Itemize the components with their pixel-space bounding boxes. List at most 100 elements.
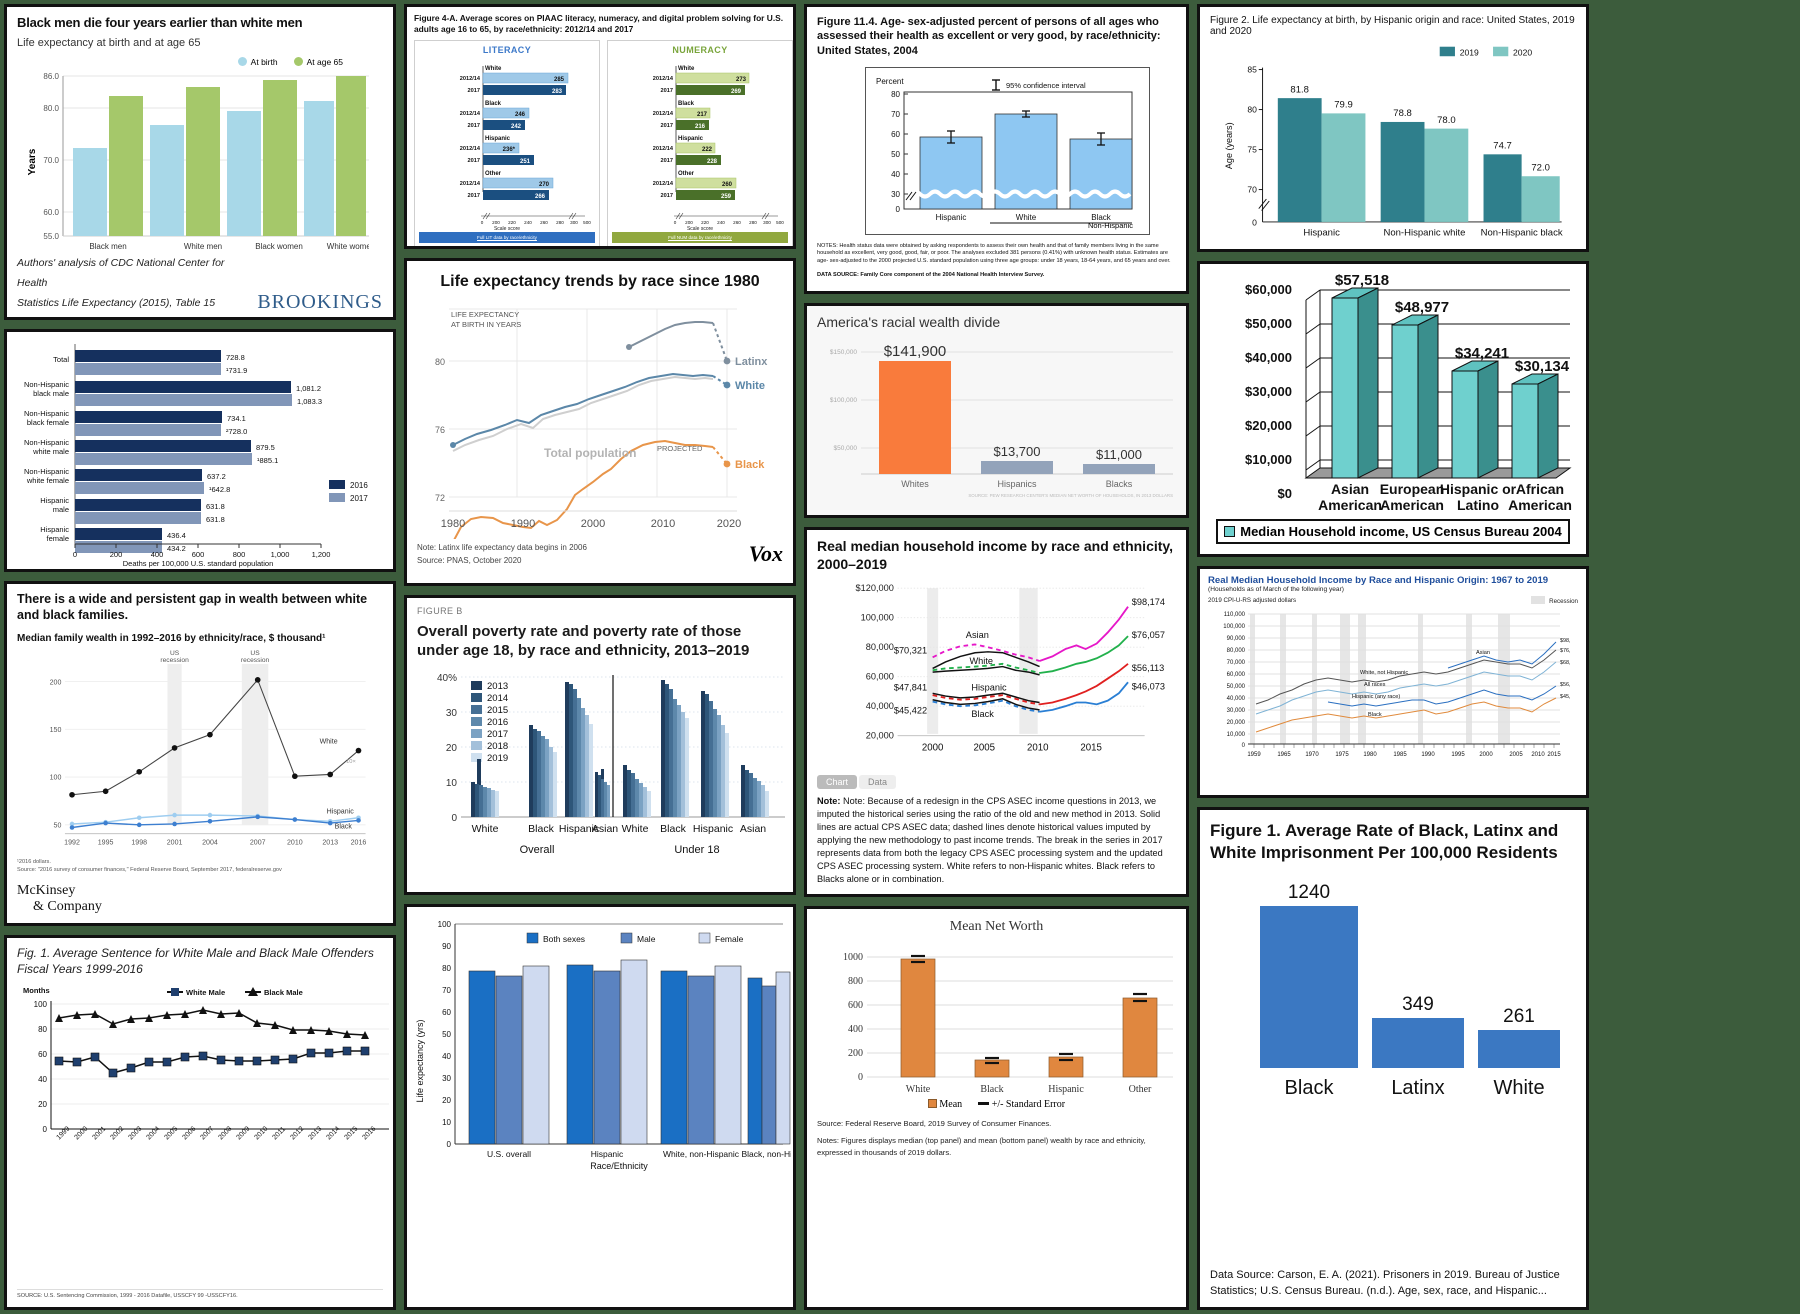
panel-imprisonment-rate: Figure 1. Average Rate of Black, Latinx …	[1197, 807, 1589, 1310]
svg-text:2012/14: 2012/14	[653, 111, 674, 117]
epi-kicker: FIGURE B	[417, 606, 463, 616]
svg-text:349: 349	[1402, 994, 1434, 1015]
svg-text:1,000: 1,000	[271, 550, 290, 559]
svg-text:0: 0	[43, 1125, 48, 1134]
svg-text:2018: 2018	[487, 741, 508, 752]
svg-text:$56,113: $56,113	[1560, 682, 1570, 688]
svg-text:80.0: 80.0	[43, 104, 59, 113]
svg-text:$120,000: $120,000	[856, 583, 894, 593]
svg-text:72.0: 72.0	[1531, 163, 1550, 174]
svg-text:Black: Black	[485, 101, 502, 107]
svg-text:70: 70	[442, 986, 451, 995]
census-income-toggle[interactable]: Chart Data	[817, 774, 1176, 789]
svg-text:1975: 1975	[1335, 752, 1349, 758]
svg-text:20,000: 20,000	[866, 730, 894, 740]
svg-text:2007: 2007	[250, 840, 266, 847]
sentencing-source: SOURCE: U.S. Sentencing Commission, 1999…	[17, 1289, 383, 1299]
svg-text:White: White	[906, 1084, 931, 1095]
svg-text:2017: 2017	[350, 494, 368, 503]
svg-text:$10,000: $10,000	[1245, 452, 1292, 467]
svg-text:American: American	[1380, 497, 1444, 513]
svg-text:1970: 1970	[1305, 752, 1319, 758]
svg-text:female: female	[46, 534, 69, 543]
svg-text:Hispanic: Hispanic	[40, 496, 69, 505]
pew-chart: $150,000 $100,000 $50,000 $141,900 $13,700…	[830, 343, 1173, 498]
svg-text:Latinx: Latinx	[1391, 1077, 1444, 1099]
panel-nchs-life-expectancy-2019-2020: Figure 2. Life expectancy at birth, by H…	[1197, 4, 1589, 252]
svg-text:240: 240	[717, 220, 725, 225]
piaac-literacy-data-button[interactable]: Full LIT data by race/ethnicity	[419, 231, 595, 243]
svg-text:0: 0	[896, 205, 901, 214]
svg-text:Black: Black	[660, 823, 686, 835]
census-income-label-asian: Asian	[966, 630, 989, 640]
svg-text:2013: 2013	[487, 681, 508, 692]
svg-text:10: 10	[442, 1118, 451, 1127]
svg-text:0: 0	[447, 1140, 452, 1149]
svg-text:734.1: 734.1	[227, 414, 246, 423]
svg-text:white male: white male	[32, 447, 69, 456]
svg-text:300: 300	[763, 220, 771, 225]
svg-text:2005: 2005	[974, 742, 995, 753]
life-expectancy-y-label: Life expectancy (yrs)	[415, 1019, 425, 1102]
svg-text:$98,174: $98,174	[1132, 597, 1165, 607]
svg-text:2012/14: 2012/14	[460, 181, 481, 187]
svg-text:20: 20	[446, 743, 458, 754]
toggle-data[interactable]: Data	[859, 774, 897, 789]
scf-legend: Mean +/- Standard Error	[817, 1099, 1176, 1110]
svg-text:2012/14: 2012/14	[460, 76, 481, 82]
svg-text:Hispanic: Hispanic	[485, 136, 511, 142]
cdc-x-axis-label: Deaths per 100,000 U.S. standard populat…	[123, 559, 274, 568]
svg-text:White: White	[485, 66, 502, 72]
legend-item-at-65: At age 65	[293, 57, 343, 67]
prison-chart: 1240 349 261 Black Latinx White	[1260, 882, 1560, 1099]
column-2: Figure 4-A. Average scores on PIAAC lite…	[404, 4, 796, 1310]
panel-census-historical-income: Real Median Household Income by Race and…	[1197, 566, 1589, 798]
svg-text:260: 260	[733, 220, 741, 225]
vox-label-projected: PROJECTED	[657, 444, 703, 453]
svg-text:Hispanic: Hispanic	[559, 823, 599, 835]
census-historical-units: 2019 CPI-U-RS adjusted dollars	[1208, 597, 1297, 604]
svg-text:60: 60	[442, 1008, 451, 1017]
nhis-chart: Percent 80 70 60 50 40 30 0 95% confidence in…	[876, 77, 1133, 224]
svg-text:220: 220	[508, 220, 516, 225]
svg-text:220: 220	[701, 220, 709, 225]
svg-text:1995: 1995	[1451, 752, 1465, 758]
legend-label: At birth	[250, 57, 278, 67]
svg-text:$141,900: $141,900	[884, 343, 947, 360]
sentencing-title-line2: Fiscal Years 1999-2016	[17, 961, 143, 976]
svg-text:80: 80	[891, 90, 900, 99]
piaac-numeracy-caption: NUMERACY	[672, 44, 728, 55]
piaac-numeracy-data-button[interactable]: Full NUM data by race/ethnicity	[612, 231, 788, 243]
census-income-note: Note: Note: Because of a redesign in the…	[817, 795, 1163, 884]
svg-text:2010: 2010	[253, 1126, 269, 1142]
svg-text:0: 0	[1252, 218, 1257, 228]
svg-text:¹885.1: ¹885.1	[257, 456, 278, 465]
svg-text:217: 217	[697, 112, 708, 118]
census-2004-chart: $60,000 $50,000 $40,000 $30,000 $20,000 $10,…	[1245, 272, 1572, 513]
svg-text:1959: 1959	[1247, 752, 1261, 758]
svg-text:273: 273	[736, 77, 747, 83]
life-expectancy-x-label: Race/Ethnicity	[590, 1161, 648, 1171]
svg-text:White: White	[622, 823, 649, 835]
piaac-literacy-axis: 0 200 220 240 260 280 300 500	[481, 212, 591, 225]
toggle-chart[interactable]: Chart	[817, 774, 858, 789]
svg-text:Non-Hispanic: Non-Hispanic	[24, 380, 69, 389]
legend-swatch-icon	[237, 57, 247, 66]
epi-bars-overall	[529, 681, 593, 817]
svg-text:236*: 236*	[503, 147, 516, 153]
nchs-title: Figure 2. Life expectancy at birth, by H…	[1210, 15, 1575, 37]
census-historical-recession-legend: Recession	[1531, 596, 1578, 605]
panel-cdc-death-rates: Total Non-Hispanic black male Non-Hispani…	[4, 329, 396, 572]
vox-notes: Note: Latinx life expectancy data begins…	[417, 542, 587, 567]
svg-text:Black Male: Black Male	[264, 988, 303, 997]
svg-text:728.8: 728.8	[226, 353, 245, 362]
svg-text:2016: 2016	[351, 840, 367, 847]
svg-text:$11,000: $11,000	[1096, 447, 1142, 462]
svg-text:2016: 2016	[350, 481, 368, 490]
svg-text:2003: 2003	[127, 1126, 143, 1142]
svg-text:50,000: 50,000	[1227, 684, 1246, 690]
svg-text:2014: 2014	[325, 1126, 341, 1142]
svg-text:2010: 2010	[1531, 752, 1545, 758]
census-historical-chart: 110,000 100,000 90,000 80,000 70,000 60,000 5…	[1223, 612, 1570, 758]
